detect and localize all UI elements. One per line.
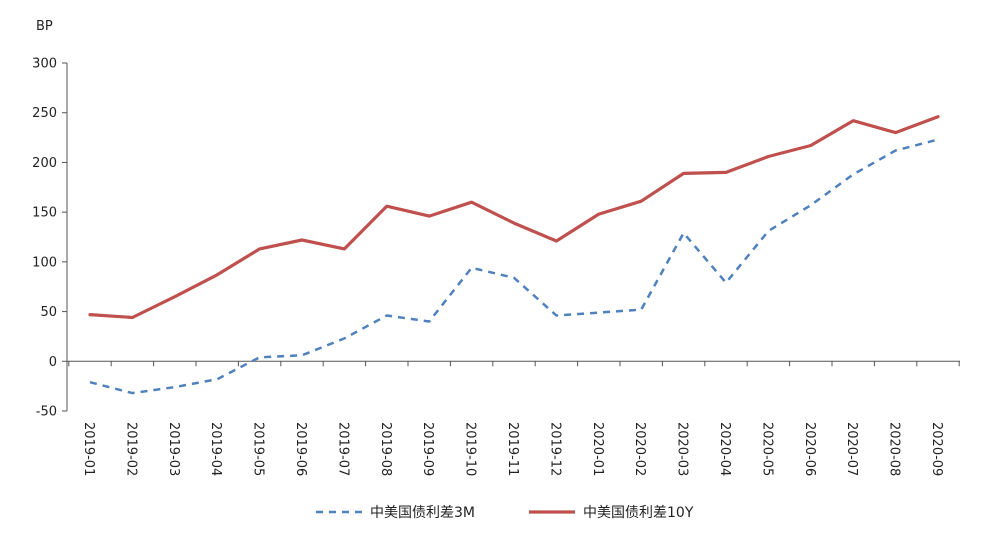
series-line-10y [88, 115, 940, 320]
x-tick-label: 2019-08 [378, 422, 393, 476]
y-tick-label: 0 [49, 355, 57, 370]
x-tick-label: 2019-06 [293, 422, 308, 476]
x-tick-label: 2019-07 [335, 422, 350, 476]
x-tick-label: 2020-08 [887, 422, 902, 476]
x-tick-label: 2019-11 [505, 422, 520, 476]
x-tick-label: 2020-02 [632, 422, 647, 476]
y-tick-label: 150 [32, 206, 57, 221]
series-lines [88, 115, 940, 395]
x-tick-label: 2020-05 [759, 422, 774, 476]
y-tick-label: 100 [32, 255, 57, 270]
x-tick-label: 2020-09 [929, 422, 944, 476]
x-tick-label: 2020-06 [802, 422, 817, 476]
x-tick-label: 2019-02 [123, 422, 138, 476]
x-tick-label: 2019-01 [81, 422, 96, 476]
x-tick-label: 2020-07 [844, 422, 859, 476]
series-line-3m [89, 138, 939, 395]
y-tick-label: 50 [40, 305, 57, 320]
legend-label: 中美国债利差3M [370, 505, 475, 521]
y-tick-label: 250 [32, 106, 57, 121]
x-tick-label: 2019-04 [208, 422, 223, 476]
x-tick-label: 2020-01 [590, 422, 605, 476]
x-tick-label: 2020-03 [675, 422, 690, 476]
y-tick-label: -50 [36, 405, 57, 420]
y-tick-label: 300 [32, 57, 57, 72]
x-tick-label: 2019-12 [547, 422, 562, 476]
y-tick-label: 200 [32, 156, 57, 171]
x-tick-label: 2020-04 [717, 422, 732, 476]
x-tick-label: 2019-05 [251, 422, 266, 476]
legend-label: 中美国债利差10Y [583, 505, 694, 521]
legend: 中美国债利差3M 中美国债利差10Y [316, 505, 694, 521]
x-tick-label: 2019-03 [166, 422, 181, 476]
y-axis-unit-label: BP [36, 19, 53, 34]
axes: -50 0 50 100 150 200 250 300 2019-01 2019-02 2019-… [32, 57, 960, 476]
x-tick-label: 2019-09 [420, 422, 435, 476]
x-tick-label: 2019-10 [463, 422, 478, 476]
